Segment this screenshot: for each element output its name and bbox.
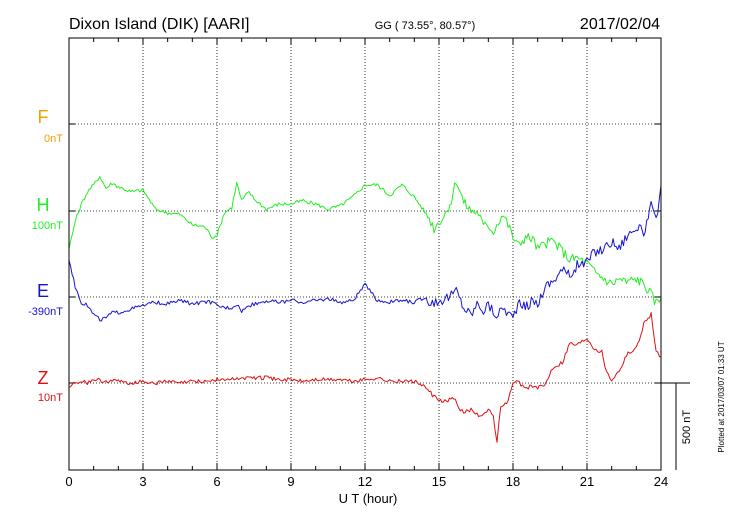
scale-bar-label: 500 nT <box>681 410 693 445</box>
channel-baseline-h: 100nT <box>32 220 63 232</box>
series-line-z <box>68 312 662 443</box>
x-tick-label: 18 <box>506 474 520 489</box>
x-tick-label: 15 <box>432 474 446 489</box>
plot-date: 2017/02/04 <box>580 16 660 33</box>
x-tick-label: 21 <box>580 474 594 489</box>
channel-label-h: H <box>37 195 50 215</box>
station-coordinates: GG ( 73.55°, 80.57°) <box>375 20 476 32</box>
series-line-e <box>68 185 662 322</box>
channel-baseline-f: 0nT <box>44 133 63 145</box>
x-tick-label: 6 <box>213 474 220 489</box>
channel-label-e: E <box>37 281 49 301</box>
series-layer <box>68 176 662 443</box>
plot-frame <box>68 37 662 471</box>
channel-baseline-e: -390nT <box>28 306 63 318</box>
x-tick-label: 24 <box>654 474 668 489</box>
series-line-h <box>68 176 662 306</box>
channel-label-f: F <box>38 107 49 127</box>
x-axis-label: U T (hour) <box>339 491 398 506</box>
channel-label-z: Z <box>38 368 49 388</box>
x-tick-label: 3 <box>139 474 146 489</box>
grid-lines <box>69 38 661 470</box>
station-title: Dixon Island (DIK) [AARI] <box>69 16 250 33</box>
x-tick-label: 0 <box>65 474 72 489</box>
x-tick-label: 12 <box>358 474 372 489</box>
channel-baseline-z: 10nT <box>38 392 63 404</box>
x-tick-label: 9 <box>287 474 294 489</box>
plotted-timestamp: Plotted at 2017/03/07 01:33 UT <box>717 341 726 452</box>
x-tick-labels: 0 3 6 9 12 15 18 21 24 <box>65 474 668 489</box>
